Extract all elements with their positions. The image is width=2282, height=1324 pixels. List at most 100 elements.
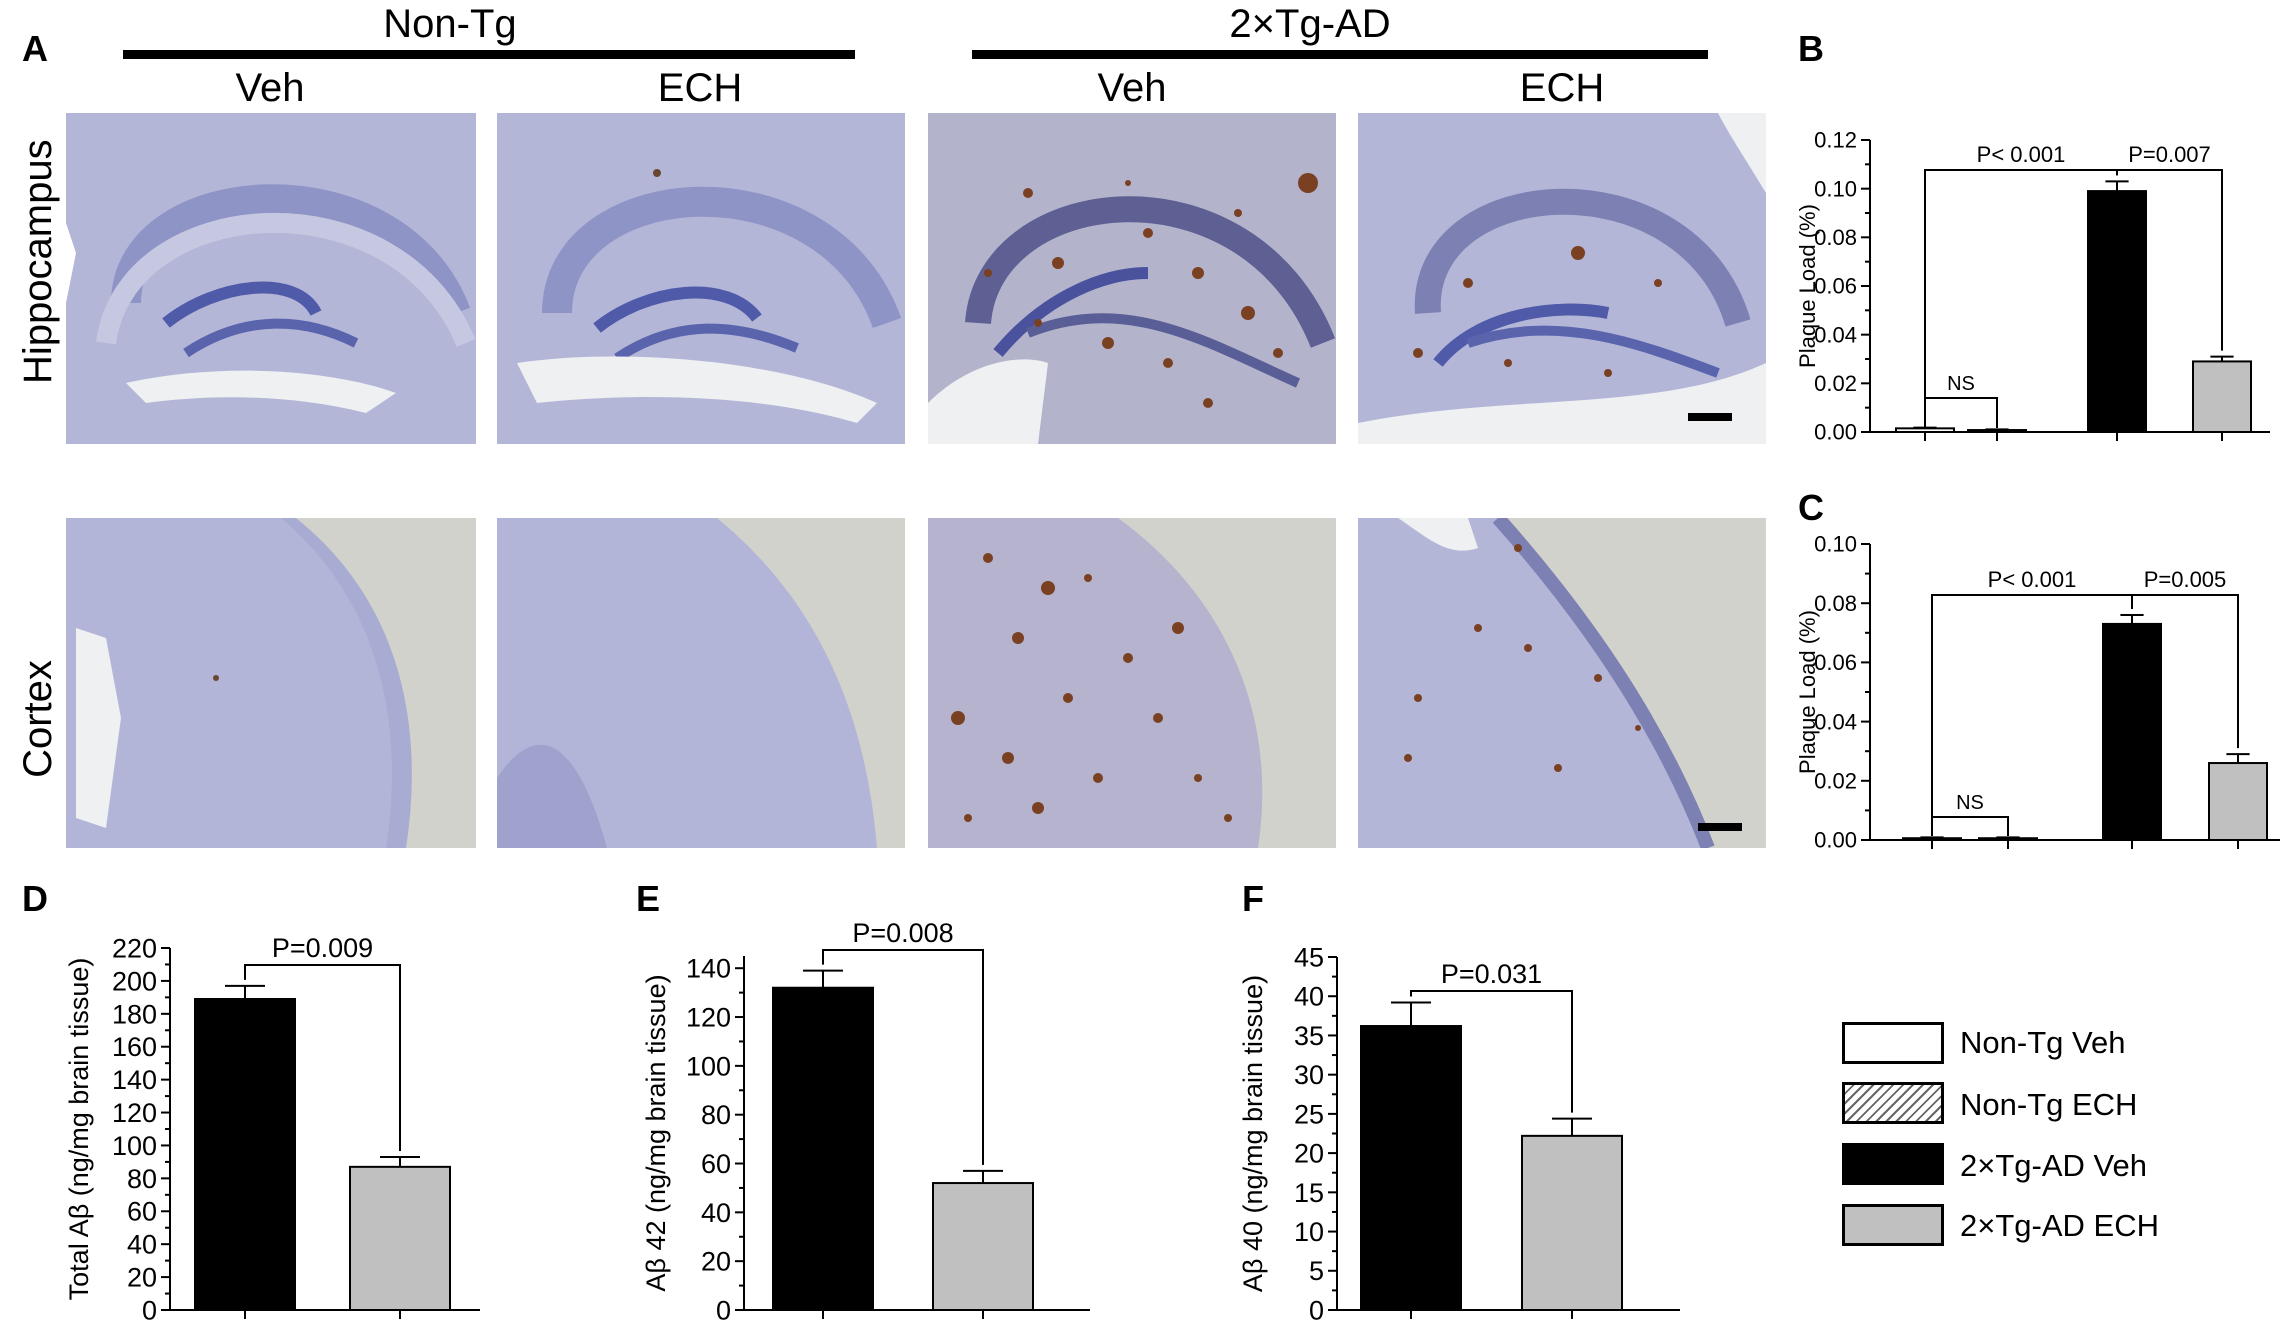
y-tick-label: 0.08: [1814, 591, 1857, 616]
panel-a-letter: A: [22, 28, 48, 69]
legend-swatch-non-tg-ech: [1842, 1082, 1944, 1124]
bar-non-tg-veh: [1902, 837, 1962, 841]
chart-panel-c: 0.00 0.02 0.04 0.06 0.08 0.10 Plaque Load (%) N…: [1795, 532, 2280, 853]
panel-d-letter: D: [22, 878, 48, 919]
y-tick-label: 0: [1309, 1295, 1324, 1324]
y-tick-label: 45: [1294, 942, 1324, 972]
y-axis-label: Plaque Load (%): [1795, 610, 1820, 774]
y-axis-label: Aβ 42 (ng/mg brain tissue): [641, 974, 671, 1291]
bar-2-tg-ad-veh: [2087, 190, 2147, 433]
column-label-tg-ad-veh: Veh: [1097, 66, 1167, 110]
panel-c-letter: C: [1798, 487, 1824, 528]
y-axis-label: Aβ 40 (ng/mg brain tissue): [1238, 975, 1268, 1292]
y-tick-label: 0.02: [1814, 769, 1857, 794]
bar-2-tg-ad-ech: [349, 1165, 451, 1311]
significance-label: P=0.009: [272, 933, 373, 963]
micrograph-hippocampus-tg-ad-veh: [928, 113, 1336, 444]
y-tick-label: 20: [127, 1263, 157, 1293]
bar-non-tg-veh: [1895, 427, 1955, 434]
group-underline-non-tg: [123, 50, 855, 59]
panel-f-letter: F: [1242, 878, 1264, 919]
group-header-non-tg: Non-Tg: [383, 2, 517, 46]
y-tick-label: 160: [112, 1032, 157, 1062]
y-tick-label: 80: [127, 1164, 157, 1194]
y-tick-label: 120: [686, 1002, 731, 1032]
micrograph-cortex-non-tg-veh: [66, 518, 476, 848]
y-tick-label: 200: [112, 966, 157, 996]
column-label-tg-ad-ech: ECH: [1519, 66, 1605, 110]
y-tick-label: 100: [686, 1051, 731, 1081]
bar-2-tg-ad-veh: [194, 998, 296, 1311]
bar-2-tg-ad-veh: [1360, 1025, 1462, 1312]
bar-non-tg-ech: [1967, 429, 2027, 434]
y-tick-label: 0.06: [1814, 274, 1857, 299]
y-tick-label: 140: [112, 1065, 157, 1095]
y-tick-label: 0.00: [1814, 420, 1857, 445]
y-tick-label: 0.08: [1814, 225, 1857, 250]
y-tick-label: 40: [701, 1198, 731, 1228]
y-tick-label: 5: [1309, 1256, 1324, 1286]
micrograph-cortex-non-tg-ech: [497, 518, 905, 848]
bar-non-tg-ech: [1978, 837, 2038, 841]
legend-label-non-tg-veh: Non-Tg Veh: [1960, 1025, 2126, 1060]
y-tick-label: 0.04: [1814, 709, 1857, 734]
y-tick-label: 0.12: [1814, 128, 1857, 153]
y-axis-label: Total Aβ (ng/mg brain tissue): [64, 958, 94, 1301]
significance-label: NS: [1947, 373, 1975, 395]
y-tick-label: 220: [112, 933, 157, 963]
significance-bracket: [1931, 816, 2009, 836]
y-tick-label: 0.02: [1814, 371, 1857, 396]
group-underline-tg-ad: [972, 50, 1708, 59]
y-tick-label: 120: [112, 1098, 157, 1128]
micrograph-hippocampus-tg-ad-ech: [1358, 113, 1766, 444]
significance-label: P=0.005: [2144, 567, 2227, 592]
micrograph-hippocampus-non-tg-ech: [497, 113, 905, 444]
significance-label: P< 0.001: [1988, 567, 2077, 592]
legend-label-tg-ad-veh: 2×Tg-AD Veh: [1960, 1148, 2147, 1183]
micrograph-cortex-tg-ad-ech: [1358, 518, 1766, 848]
legend-label-tg-ad-ech: 2×Tg-AD ECH: [1960, 1208, 2159, 1243]
y-tick-label: 0.00: [1814, 828, 1857, 853]
y-tick-label: 10: [1294, 1217, 1324, 1247]
micrograph-cortex-tg-ad-veh: [928, 518, 1336, 848]
y-tick-label: 15: [1294, 1178, 1324, 1208]
significance-bracket: [2116, 169, 2223, 351]
y-tick-label: 0.10: [1814, 176, 1857, 201]
y-tick-label: 60: [127, 1197, 157, 1227]
y-tick-label: 100: [112, 1131, 157, 1161]
y-tick-label: 0: [716, 1295, 731, 1324]
column-label-non-tg-veh: Veh: [235, 66, 305, 110]
significance-bracket: [2131, 594, 2239, 749]
bar-2-tg-ad-ech: [932, 1182, 1034, 1311]
y-tick-label: 40: [1294, 982, 1324, 1012]
y-axis-label: Plaque Load (%): [1795, 204, 1820, 368]
legend-label-non-tg-ech: Non-Tg ECH: [1960, 1087, 2138, 1122]
y-tick-label: 0: [142, 1295, 157, 1324]
y-tick-label: 140: [686, 954, 731, 984]
chart-panel-e: 0 20 40 60 80 100 120 140 Aβ 42 (ng/mg brain tis…: [641, 918, 1090, 1324]
significance-bracket: [822, 949, 984, 1165]
panel-b-letter: B: [1798, 28, 1824, 69]
panel-e-letter: E: [636, 878, 661, 919]
y-tick-label: 0.06: [1814, 650, 1857, 675]
y-tick-label: 20: [1294, 1139, 1324, 1169]
legend-swatch-tg-ad-ech: [1842, 1204, 1944, 1246]
micrograph-hippocampus-non-tg-veh: [66, 113, 476, 444]
bar-2-tg-ad-ech: [1521, 1134, 1623, 1312]
significance-label: NS: [1956, 792, 1984, 814]
y-tick-label: 20: [701, 1247, 731, 1277]
y-tick-label: 25: [1294, 1099, 1324, 1129]
chart-panel-f: 0 5 10 15 20 25 30 35 40 45 Aβ 40 (ng/mg brain tis…: [1238, 942, 1680, 1324]
y-tick-label: 0.04: [1814, 322, 1857, 347]
significance-label: P=0.008: [852, 918, 953, 948]
legend-swatch-non-tg-veh: [1842, 1022, 1944, 1064]
chart-panel-b: 0.00 0.02 0.04 0.06 0.08 0.10 0.12 Plaque Load …: [1795, 128, 2270, 445]
significance-label: P=0.007: [2128, 142, 2211, 167]
group-header-tg-ad: 2×Tg-AD: [1229, 2, 1391, 46]
significance-bracket: [244, 964, 401, 1151]
significance-label: P=0.031: [1441, 959, 1542, 989]
y-tick-label: 80: [701, 1100, 731, 1130]
bar-2-tg-ad-ech: [2208, 762, 2268, 841]
